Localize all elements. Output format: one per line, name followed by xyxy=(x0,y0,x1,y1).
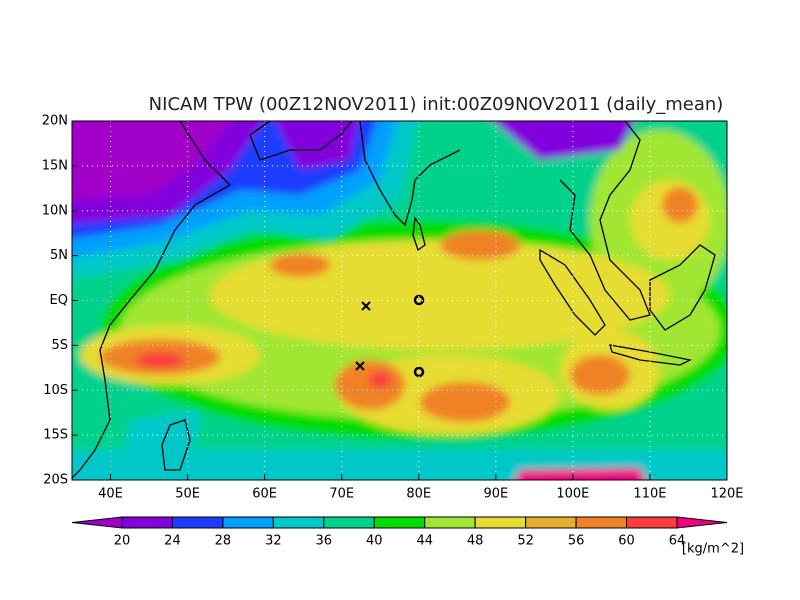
field-region xyxy=(368,372,392,388)
coastline xyxy=(359,121,461,227)
colorbar-box xyxy=(222,516,274,529)
colorbar-box xyxy=(373,516,426,529)
colorbar-label: 64 xyxy=(669,534,686,549)
colorbar-label: 44 xyxy=(416,534,433,549)
y-tick-label: 15N xyxy=(42,158,68,173)
field-region xyxy=(275,121,358,170)
x-marker xyxy=(355,361,365,371)
colorbar-box xyxy=(323,516,375,529)
colorbar-box xyxy=(474,516,527,529)
colorbar-box xyxy=(575,516,628,529)
axes: 40E 50E 60E 70E 80E 90E 100E 110E 120E 20N 15N 10N 5… xyxy=(42,114,744,502)
colorbar-box xyxy=(121,516,173,529)
colorbar-unit: [kg/m^2] xyxy=(682,542,744,557)
colorbar-box xyxy=(272,516,325,529)
field-region xyxy=(72,121,232,200)
colorbar-label: 32 xyxy=(265,534,282,549)
field-region xyxy=(335,360,405,410)
colorbar-label: 24 xyxy=(164,534,181,549)
coastline xyxy=(559,121,651,321)
field-region xyxy=(270,253,330,277)
y-tick-label: 20N xyxy=(42,114,68,129)
x-tick-label: 80E xyxy=(406,487,431,502)
y-tick-label: 20S xyxy=(43,473,68,488)
colorbar-end xyxy=(71,516,123,529)
x-tick-label: 110E xyxy=(633,487,666,502)
colorbar-label: 20 xyxy=(114,534,131,549)
x-tick-label: 40E xyxy=(98,487,123,502)
x-tick-label: 100E xyxy=(556,487,589,502)
colorbar-box xyxy=(171,516,224,529)
colorbar-label: 60 xyxy=(618,534,635,549)
x-tick-label: 70E xyxy=(329,487,354,502)
y-tick-label: EQ xyxy=(50,293,68,308)
y-tick-label: 5S xyxy=(51,338,68,353)
field-region xyxy=(440,230,520,260)
field-region xyxy=(135,352,185,368)
field-region xyxy=(493,121,635,160)
map-title: NICAM TPW (00Z12NOV2011) init:00Z09NOV20… xyxy=(149,94,724,115)
colorbar-label: 56 xyxy=(568,534,585,549)
colorbar-label: 36 xyxy=(316,534,333,549)
coastlines xyxy=(72,121,716,479)
colorbar-box xyxy=(525,516,577,529)
coastline xyxy=(649,244,716,331)
tpw-field xyxy=(72,121,727,480)
colorbar-label: 40 xyxy=(366,534,383,549)
y-tick-label: 10N xyxy=(42,203,68,218)
coastline xyxy=(72,121,232,479)
field-region xyxy=(515,468,646,480)
colorbar: 20 24 28 32 36 40 44 48 52 56 60 64 xyxy=(71,516,728,549)
coastline xyxy=(249,121,353,161)
coastline xyxy=(161,419,191,471)
x-tick-label: 120E xyxy=(710,487,743,502)
x-tick-label: 60E xyxy=(252,487,277,502)
colorbar-box xyxy=(626,516,678,529)
coastline xyxy=(412,216,426,252)
field-region xyxy=(120,410,200,480)
field-region xyxy=(420,382,510,422)
y-tick-label: 15S xyxy=(43,428,68,443)
field-region xyxy=(570,355,630,395)
y-tick-label: 5N xyxy=(50,248,68,263)
colorbar-label: 28 xyxy=(215,534,232,549)
y-tick-label: 10S xyxy=(43,383,68,398)
colorbar-label: 48 xyxy=(467,534,484,549)
x-tick-label: 90E xyxy=(483,487,508,502)
x-tick-label: 50E xyxy=(175,487,200,502)
x-marker xyxy=(361,301,371,311)
colorbar-box xyxy=(424,516,476,529)
colorbar-label: 52 xyxy=(517,534,534,549)
field-region xyxy=(662,187,698,223)
colorbar-end xyxy=(676,516,728,529)
